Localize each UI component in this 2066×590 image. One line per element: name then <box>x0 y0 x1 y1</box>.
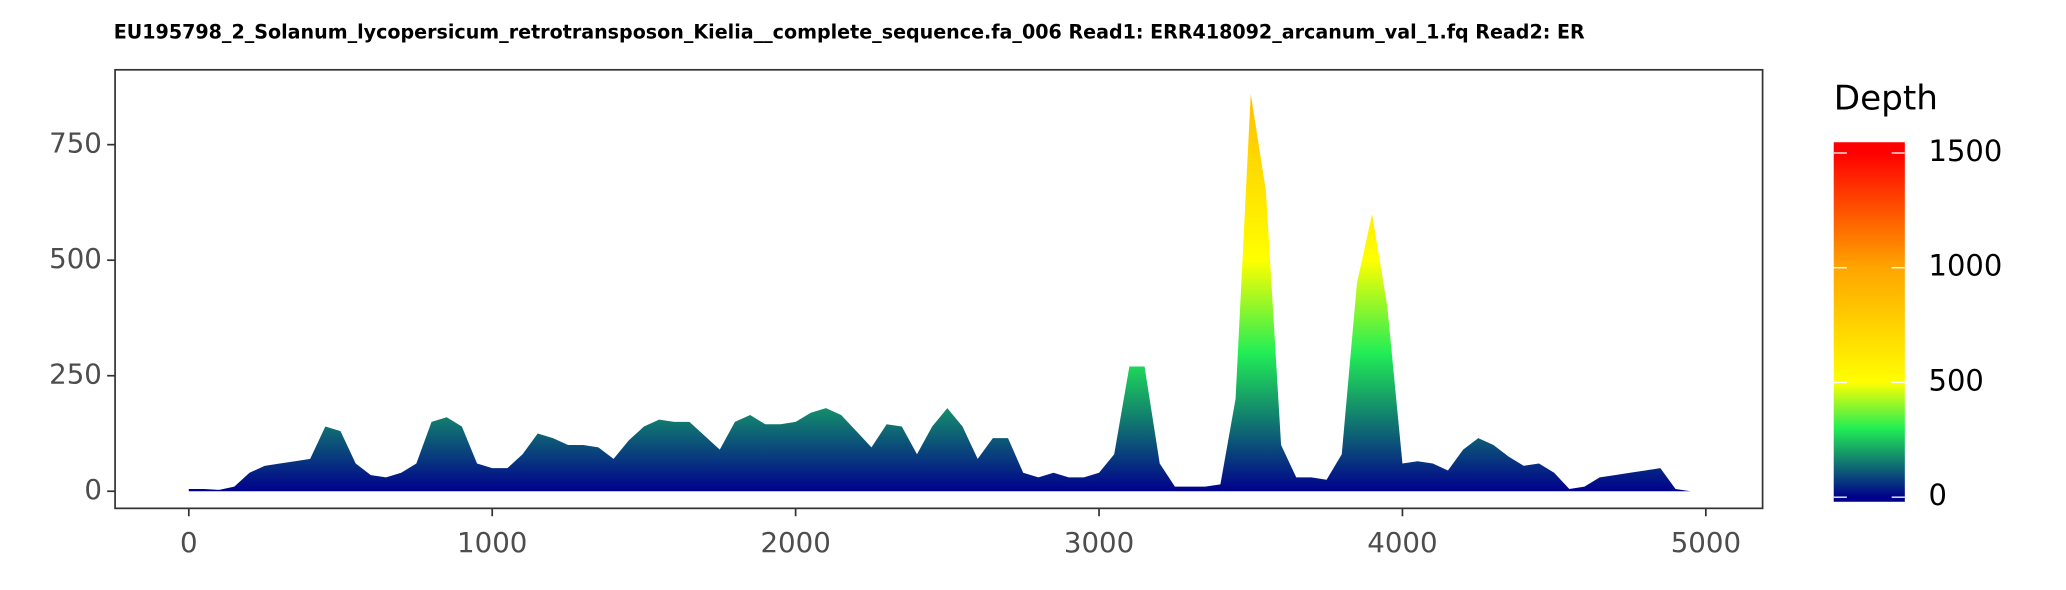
colorbar-label: 1500 <box>1929 134 2003 168</box>
x-tick-label: 4000 <box>1367 526 1437 559</box>
colorbar-label: 500 <box>1929 363 1984 397</box>
colorbar-label: 1000 <box>1929 249 2003 283</box>
y-tick-label: 500 <box>49 242 102 275</box>
depth-area <box>188 93 1691 492</box>
y-tick-label: 250 <box>49 358 102 391</box>
chart-title: EU195798_2_Solanum_lycopersicum_retrotra… <box>114 20 1585 43</box>
colorbar <box>1833 142 1905 502</box>
colorbar-label: 0 <box>1929 478 1947 512</box>
x-tick-label: 0 <box>180 526 198 559</box>
x-tick-label: 5000 <box>1671 526 1741 559</box>
y-tick-label: 0 <box>84 473 102 506</box>
x-tick-label: 1000 <box>457 526 527 559</box>
x-tick-label: 3000 <box>1064 526 1134 559</box>
legend-title: Depth <box>1834 79 1938 119</box>
panel-border <box>114 68 1764 510</box>
y-tick-label: 750 <box>49 127 102 160</box>
x-tick-label: 2000 <box>760 526 830 559</box>
